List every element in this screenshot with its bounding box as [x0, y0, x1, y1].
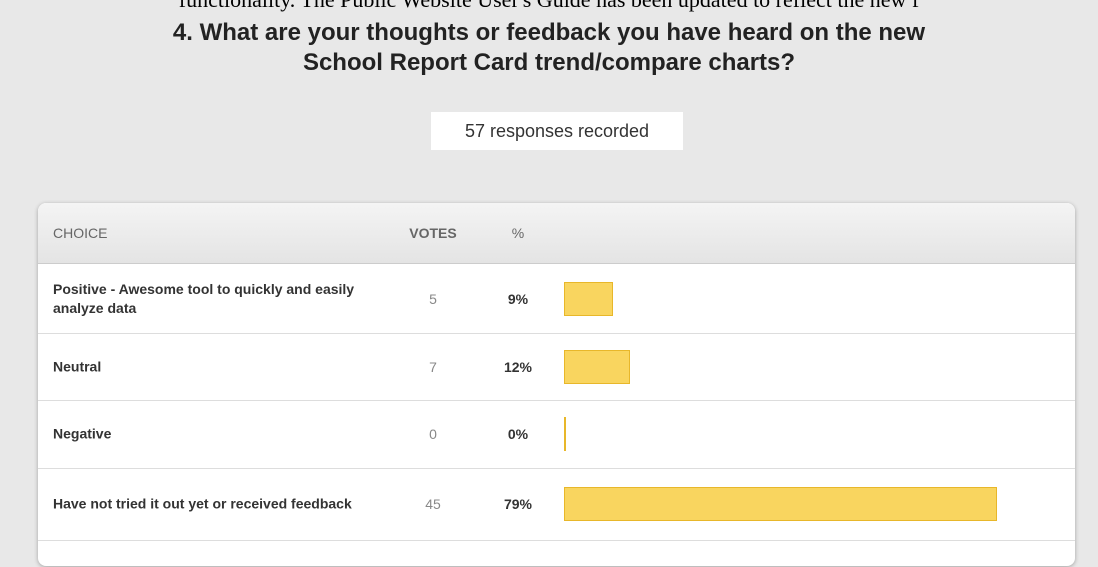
percent: 79%	[503, 496, 533, 512]
bar	[564, 349, 630, 384]
results-table: CHOICE VOTES % Positive - Awesome tool t…	[38, 203, 1075, 566]
question-line: School Report Card trend/compare charts?	[302, 49, 796, 76]
choice: Negative	[53, 425, 112, 442]
question: 4. What are your thoughts or feedback yo…	[0, 18, 1098, 78]
choice: Neutral	[53, 358, 102, 374]
header: %	[511, 225, 525, 241]
choice: Positive - Awesome tool to quickly and e…	[53, 280, 355, 316]
question-line: 4. What are your thoughts or feedback yo…	[172, 19, 926, 46]
votes: 5	[429, 290, 437, 307]
table-header: CHOICE VOTES %	[38, 203, 1075, 264]
bar	[564, 281, 614, 316]
table-row: Have not tried it out yet or received fe…	[38, 468, 1075, 541]
header: VOTES	[409, 225, 457, 241]
percent: 9%	[507, 290, 529, 307]
header: CHOICE	[53, 225, 108, 241]
percent: 0%	[507, 426, 529, 442]
bar	[564, 417, 566, 451]
votes: 0	[429, 426, 437, 442]
responses: 57 responses recorded	[431, 112, 683, 150]
top-text: functionality. The Public Website User's…	[0, 0, 1098, 13]
percent: 12%	[503, 358, 533, 375]
choice: Have not tried it out yet or received fe…	[53, 495, 352, 512]
bar	[564, 487, 997, 521]
votes: 45	[425, 496, 441, 512]
votes: 7	[429, 358, 437, 375]
table-row: Positive - Awesome tool to quickly and e…	[38, 264, 1075, 334]
table-row: Negative 0 0%	[38, 400, 1075, 469]
table-row: Neutral 7 12%	[38, 333, 1075, 401]
